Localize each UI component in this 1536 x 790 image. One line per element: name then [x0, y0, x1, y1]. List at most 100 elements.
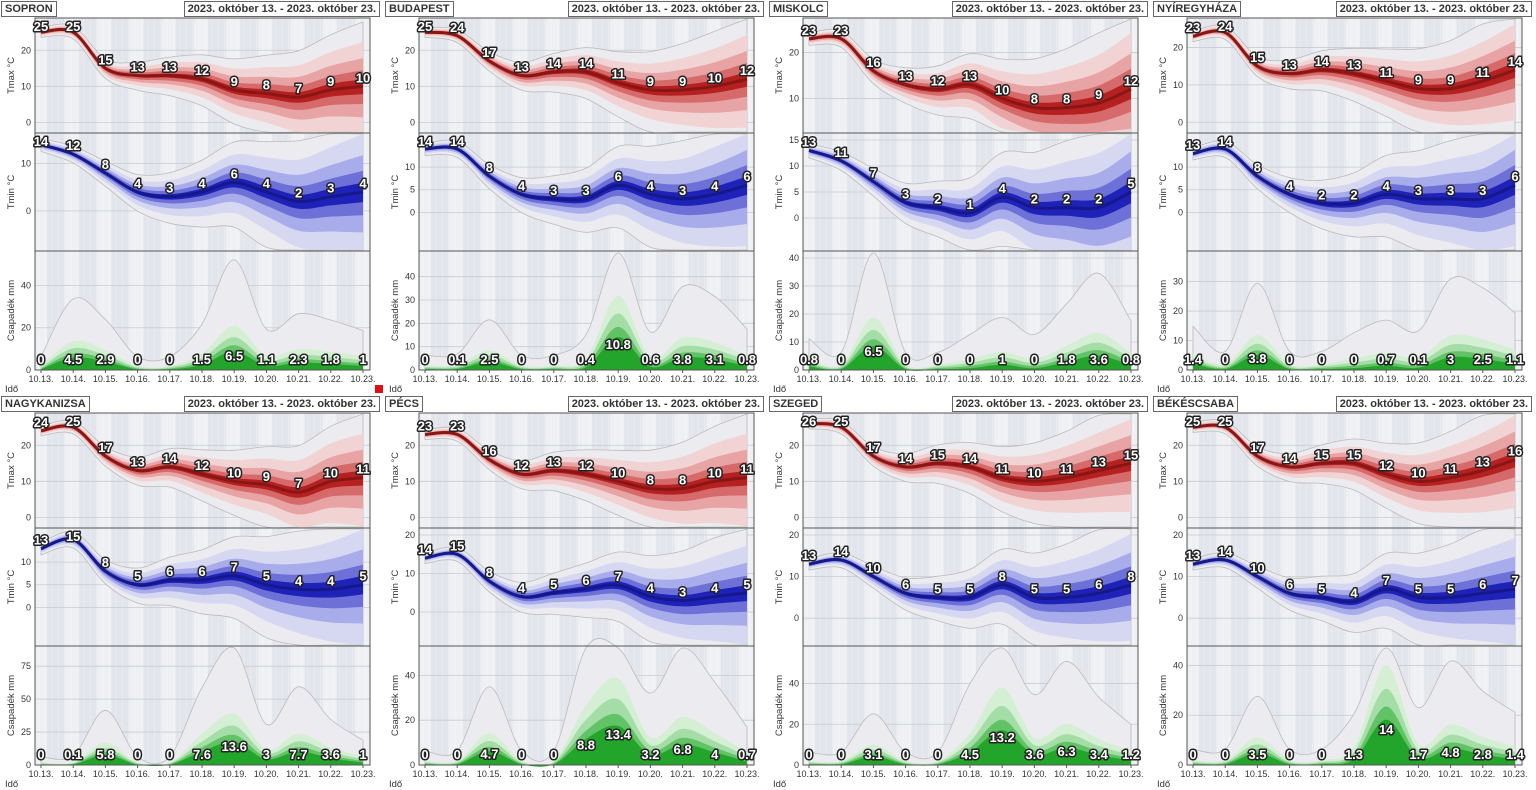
tmin-data-label: 14	[1218, 134, 1233, 149]
tmin-data-label: 5	[1415, 581, 1422, 596]
precip-data-label: 0	[166, 747, 173, 762]
tmin-median-line	[1192, 558, 1516, 604]
night-shade	[815, 413, 833, 528]
x-tick-label: 10.14.	[61, 769, 86, 779]
night-shade	[431, 646, 449, 765]
x-tick-label: 10.18.	[189, 769, 214, 779]
precip-data-label: 0.1	[64, 747, 82, 762]
precip-axis-label: Csapadék mm	[6, 280, 17, 341]
tmin-band-4	[809, 149, 1131, 218]
tmax-median-line	[808, 422, 1132, 483]
city-chart: 0 10 20 Tmax °C 23 23 16 12 13 12 10 8 8 10 11 0 10 20 Tmi…	[389, 412, 760, 790]
y-tick-label: 10	[789, 476, 799, 486]
tmin-data-label: 3	[1447, 183, 1454, 198]
precip-data-label: 6.5	[864, 344, 882, 359]
x-tick-label: 10.16.	[893, 374, 918, 384]
x-tick-label: 10.17.	[541, 374, 566, 384]
precip-data-label: 0.8	[738, 352, 756, 367]
tmax-data-label: 16	[866, 55, 880, 70]
y-tick-label: 20	[1173, 306, 1183, 316]
y-tick-label: 10	[789, 161, 799, 171]
tmax-data-label: 9	[231, 74, 238, 89]
tmin-data-label: 2	[1095, 192, 1102, 207]
tmax-data-label: 15	[1315, 447, 1329, 462]
x-tick-label: 10.17.	[541, 769, 566, 779]
precip-axis-label: Csapadék mm	[390, 675, 401, 736]
tmax-axis-label: Tmax °C	[6, 452, 17, 489]
precip-band-4	[425, 725, 747, 767]
tmax-data-label: 10	[708, 70, 722, 85]
tmax-data-label: 9	[327, 74, 334, 89]
tmin-subplot: 0 10 20 Tmin °C 13 14 10 6 5 4 7 5 5 6 7	[1158, 527, 1523, 647]
precip-data-label: 1.1	[1506, 352, 1524, 367]
tmin-data-label: 13	[1186, 138, 1200, 153]
tmin-data-label: 6	[1511, 169, 1518, 184]
precip-data-label: 0	[421, 747, 428, 762]
y-tick-label: 40	[405, 272, 415, 282]
x-tick-label: 10.15.	[93, 769, 118, 779]
x-tick-label: 10.21.	[1438, 769, 1463, 779]
precip-data-label: 1.4	[1184, 352, 1203, 367]
x-tick-label: 10.15.	[1245, 374, 1270, 384]
night-shade	[431, 413, 449, 528]
precip-data-label: 0.1	[448, 352, 466, 367]
tmax-data-label: 23	[1186, 20, 1200, 35]
x-tick-label: 10.20.	[1406, 374, 1431, 384]
precip-band-1	[425, 295, 747, 370]
y-tick-label: 50	[21, 694, 31, 704]
precip-data-label: 0	[518, 747, 525, 762]
tmin-median-line	[40, 537, 364, 592]
x-tick-label: 10.16.	[125, 374, 150, 384]
x-tick-label: 10.23.	[350, 374, 375, 384]
y-tick-label: 20	[789, 48, 799, 58]
night-shade	[1199, 133, 1217, 251]
precip-data-label: 4.8	[1442, 745, 1460, 760]
tmax-data-label: 24	[450, 20, 465, 35]
tmin-data-label: 4	[295, 573, 303, 588]
precip-band-4	[809, 346, 1131, 371]
tmin-data-label: 8	[486, 565, 493, 580]
tmax-median-line	[1192, 29, 1516, 91]
tmax-data-label: 8	[1031, 92, 1038, 107]
precip-axis-label: Csapadék mm	[774, 675, 785, 736]
tmin-data-label: 2	[295, 185, 302, 200]
tmin-data-label: 5	[134, 569, 141, 584]
tmax-band-4	[41, 28, 363, 103]
night-shade	[47, 528, 65, 646]
tmax-data-label: 8	[647, 473, 654, 488]
precip-data-label: 7.7	[290, 747, 308, 762]
y-tick-label: 20	[405, 45, 415, 55]
y-tick-label: 0	[794, 613, 799, 623]
y-tick-label: 0	[1178, 117, 1183, 127]
precip-data-label: 0	[805, 747, 812, 762]
y-tick-label: 40	[789, 253, 799, 263]
tmin-data-label: 14	[418, 542, 433, 557]
city-panel-szeged: 0 10 20 Tmax °C 26 25 17 14 15 14 11 10 11 13 15 0 10 20 T…	[768, 395, 1152, 790]
y-tick-label: 0	[410, 117, 415, 127]
precip-axis-label: Csapadék mm	[1158, 675, 1169, 736]
night-shade	[911, 251, 930, 370]
city-panel-nyíregyháza: 0 10 20 Tmax °C 23 24 15 13 14 13 11 9 9 11 14 0 5 10 Tmin…	[1152, 0, 1536, 395]
tmax-subplot: 0 10 20 Tmax °C 25 24 17 13 14 14 11 9 9 10 12	[390, 17, 756, 134]
tmin-data-label: 4	[647, 178, 655, 193]
y-tick-label: 20	[405, 440, 415, 450]
tmin-axis-label: Tmin °C	[1158, 175, 1169, 210]
tmax-data-label: 23	[418, 418, 432, 433]
city-title: NAGYKANIZSA	[1, 396, 90, 412]
y-tick-label: 10	[789, 337, 799, 347]
tmin-data-label: 3	[166, 181, 173, 196]
tmax-axis-label: Tmax °C	[1158, 57, 1169, 94]
precip-data-label: 0	[838, 747, 845, 762]
x-axis-label: Idő	[1157, 384, 1170, 395]
precip-data-label: 0	[134, 352, 141, 367]
x-tick-label: 10.19.	[222, 374, 247, 384]
precip-data-label: 3.1	[864, 747, 882, 762]
night-shade	[1295, 646, 1314, 765]
night-shade	[1199, 413, 1217, 528]
city-panel-pécs: 0 10 20 Tmax °C 23 23 16 12 13 12 10 8 8 10 11 0 10 20 Tmi…	[384, 395, 768, 790]
tmin-data-label: 8	[1254, 160, 1261, 175]
y-tick-label: 0	[410, 512, 415, 522]
precip-data-label: 0	[1222, 352, 1229, 367]
y-tick-label: 10	[1173, 476, 1183, 486]
